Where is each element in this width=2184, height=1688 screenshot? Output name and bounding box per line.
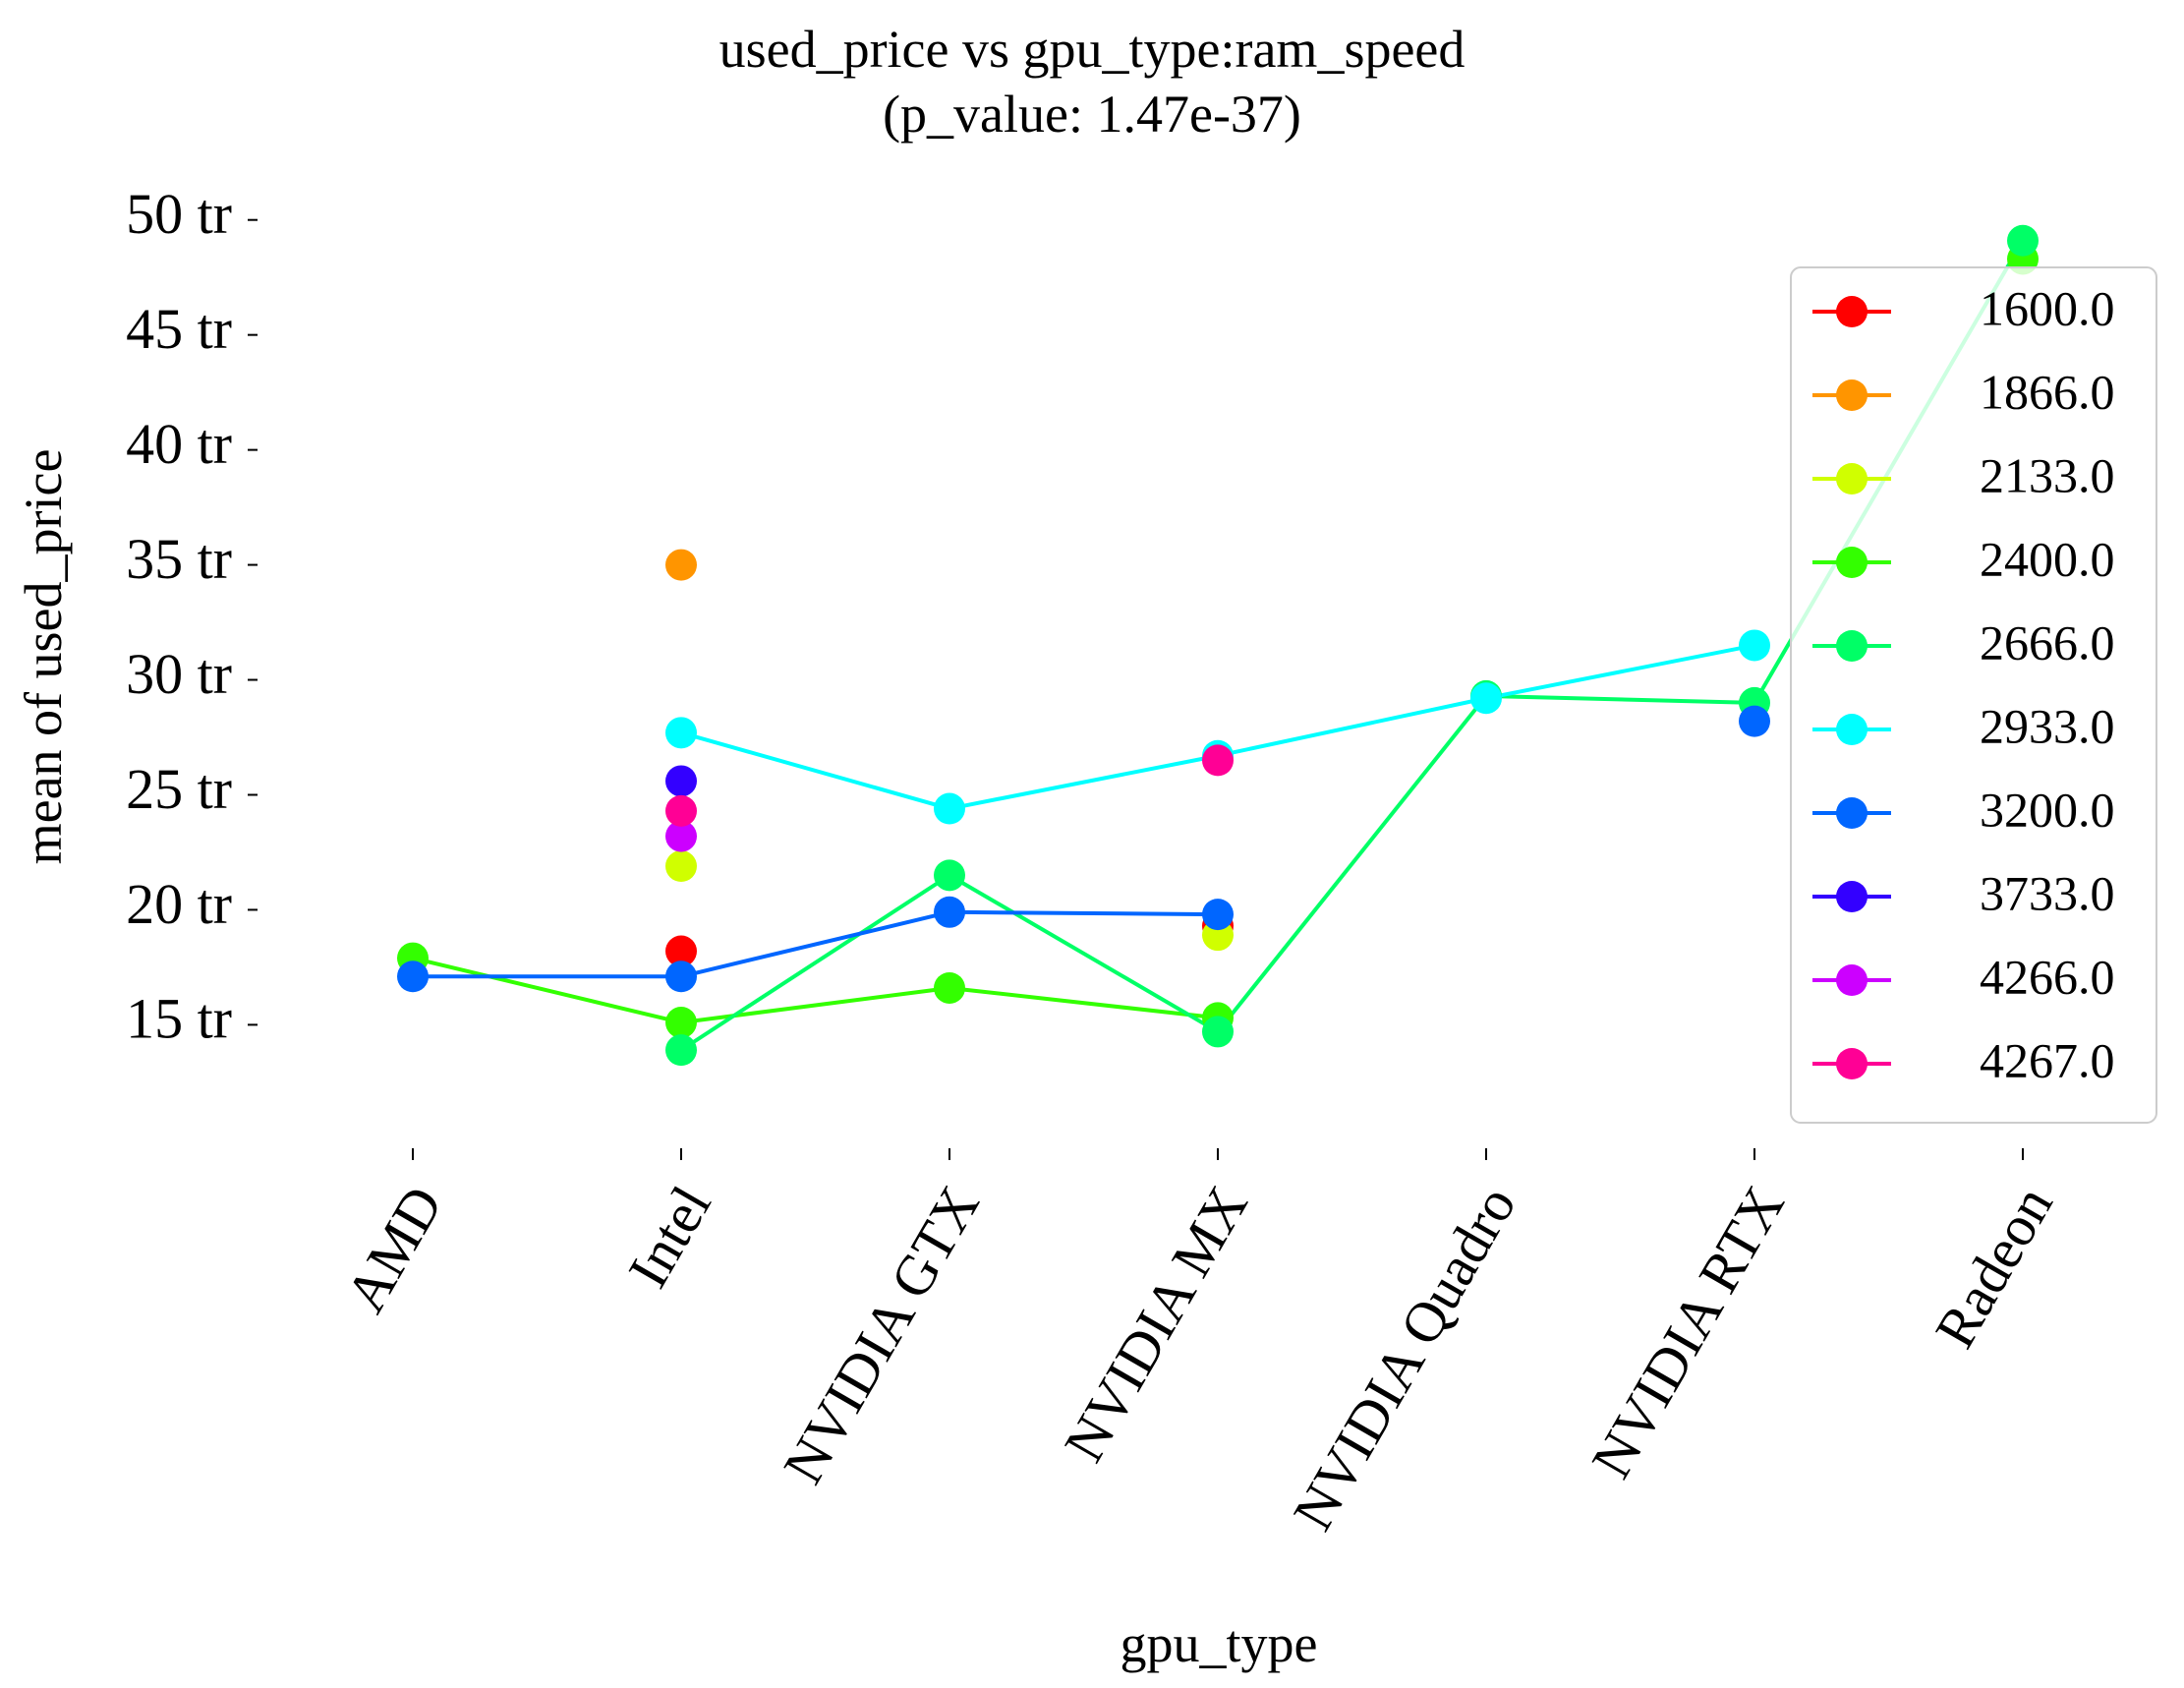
x-tick-label: AMD [333, 1176, 455, 1323]
series-line-segment [948, 909, 1219, 917]
series-line-segment [1485, 643, 1755, 701]
y-tick-label: 35 tr [126, 527, 232, 591]
legend-marker [1836, 296, 1868, 327]
y-tick-label: 20 tr [126, 872, 232, 936]
data-point [934, 792, 965, 825]
legend-label: 4266.0 [1980, 949, 2115, 1004]
y-axis: 15 tr 20 tr 25 tr 30 tr 35 tr 40 tr 45 tr 50 tr [126, 182, 258, 1051]
legend-label: 2133.0 [1980, 447, 2115, 502]
legend-label: 2400.0 [1980, 531, 2115, 586]
data-point [1739, 629, 1770, 662]
data-point [665, 717, 697, 749]
legend: 1600.0 1866.0 2133.0 2400.0 2666.0 2933.0 3200… [1790, 266, 2157, 1124]
data-point [665, 765, 697, 797]
data-point [665, 960, 697, 993]
series-line-segment [680, 730, 950, 811]
data-point [665, 549, 697, 581]
data-point [665, 1007, 697, 1039]
series-line-segment [680, 909, 950, 979]
data-point [2007, 224, 2039, 257]
series-line-segment [1216, 694, 1488, 1033]
x-tick-label: NVIDIA RTX [1579, 1176, 1796, 1488]
y-tick-label: 50 tr [126, 182, 232, 246]
chart-title: used_price vs gpu_type:ram_speed [718, 20, 1466, 79]
data-point [1739, 705, 1770, 737]
data-point [1202, 744, 1234, 777]
x-tick-label: Intel [615, 1176, 722, 1299]
x-tick-label: NVIDIA MX [1052, 1176, 1260, 1473]
legend-label: 4267.0 [1980, 1032, 2115, 1087]
y-tick-label: 15 tr [126, 987, 232, 1051]
legend-marker [1836, 379, 1868, 411]
data-point [665, 850, 697, 883]
series-line-segment [948, 873, 1220, 1034]
legend-label: 1866.0 [1980, 364, 2115, 419]
data-point [397, 960, 429, 993]
x-tick-label: NVIDIA Quadro [1281, 1176, 1528, 1541]
legend-box [1790, 266, 2157, 1124]
legend-marker [1836, 964, 1868, 996]
series-line-segment [948, 753, 1219, 811]
series-line-segment [948, 985, 1219, 1020]
x-tick-label: Radeon [1923, 1176, 2065, 1359]
data-point [1202, 899, 1234, 931]
legend-label: 2933.0 [1980, 698, 2115, 753]
series-line-segment [412, 956, 682, 1025]
legend-label: 3200.0 [1980, 782, 2115, 837]
series-line-segment [680, 985, 950, 1025]
series-line-segment [1485, 693, 1755, 705]
legend-marker [1836, 714, 1868, 745]
data-point [934, 896, 965, 928]
x-axis-label: gpu_type [1121, 1614, 1318, 1673]
data-point [934, 971, 965, 1004]
legend-marker [1836, 463, 1868, 495]
data-point [1470, 682, 1502, 715]
series-line-segment [679, 873, 951, 1052]
legend-marker [1836, 1048, 1868, 1079]
series-line-segment [1217, 696, 1487, 758]
data-point [665, 820, 697, 852]
y-tick-label: 45 tr [126, 297, 232, 361]
x-axis: AMD Intel NVIDIA GTX NVIDIA MX NVIDIA Quadro… [333, 1148, 2065, 1541]
data-point [665, 794, 697, 827]
legend-label: 1600.0 [1980, 280, 2115, 335]
data-point [665, 1034, 697, 1067]
data-point [934, 859, 965, 892]
y-tick-label: 25 tr [126, 757, 232, 821]
legend-marker [1836, 797, 1868, 829]
y-tick-label: 40 tr [126, 412, 232, 476]
data-point [1202, 1016, 1234, 1048]
y-axis-label: mean of used_price [14, 449, 73, 865]
series-points [397, 224, 2039, 1067]
x-tick-label: NVIDIA GTX [771, 1176, 992, 1494]
legend-label: 3733.0 [1980, 865, 2115, 920]
legend-marker [1836, 547, 1868, 578]
legend-label: 2666.0 [1980, 614, 2115, 669]
legend-marker [1836, 630, 1868, 662]
chart-subtitle: (p_value: 1.47e-37) [883, 85, 1301, 144]
legend-marker [1836, 881, 1868, 912]
y-tick-label: 30 tr [126, 642, 232, 706]
data-point [665, 935, 697, 967]
